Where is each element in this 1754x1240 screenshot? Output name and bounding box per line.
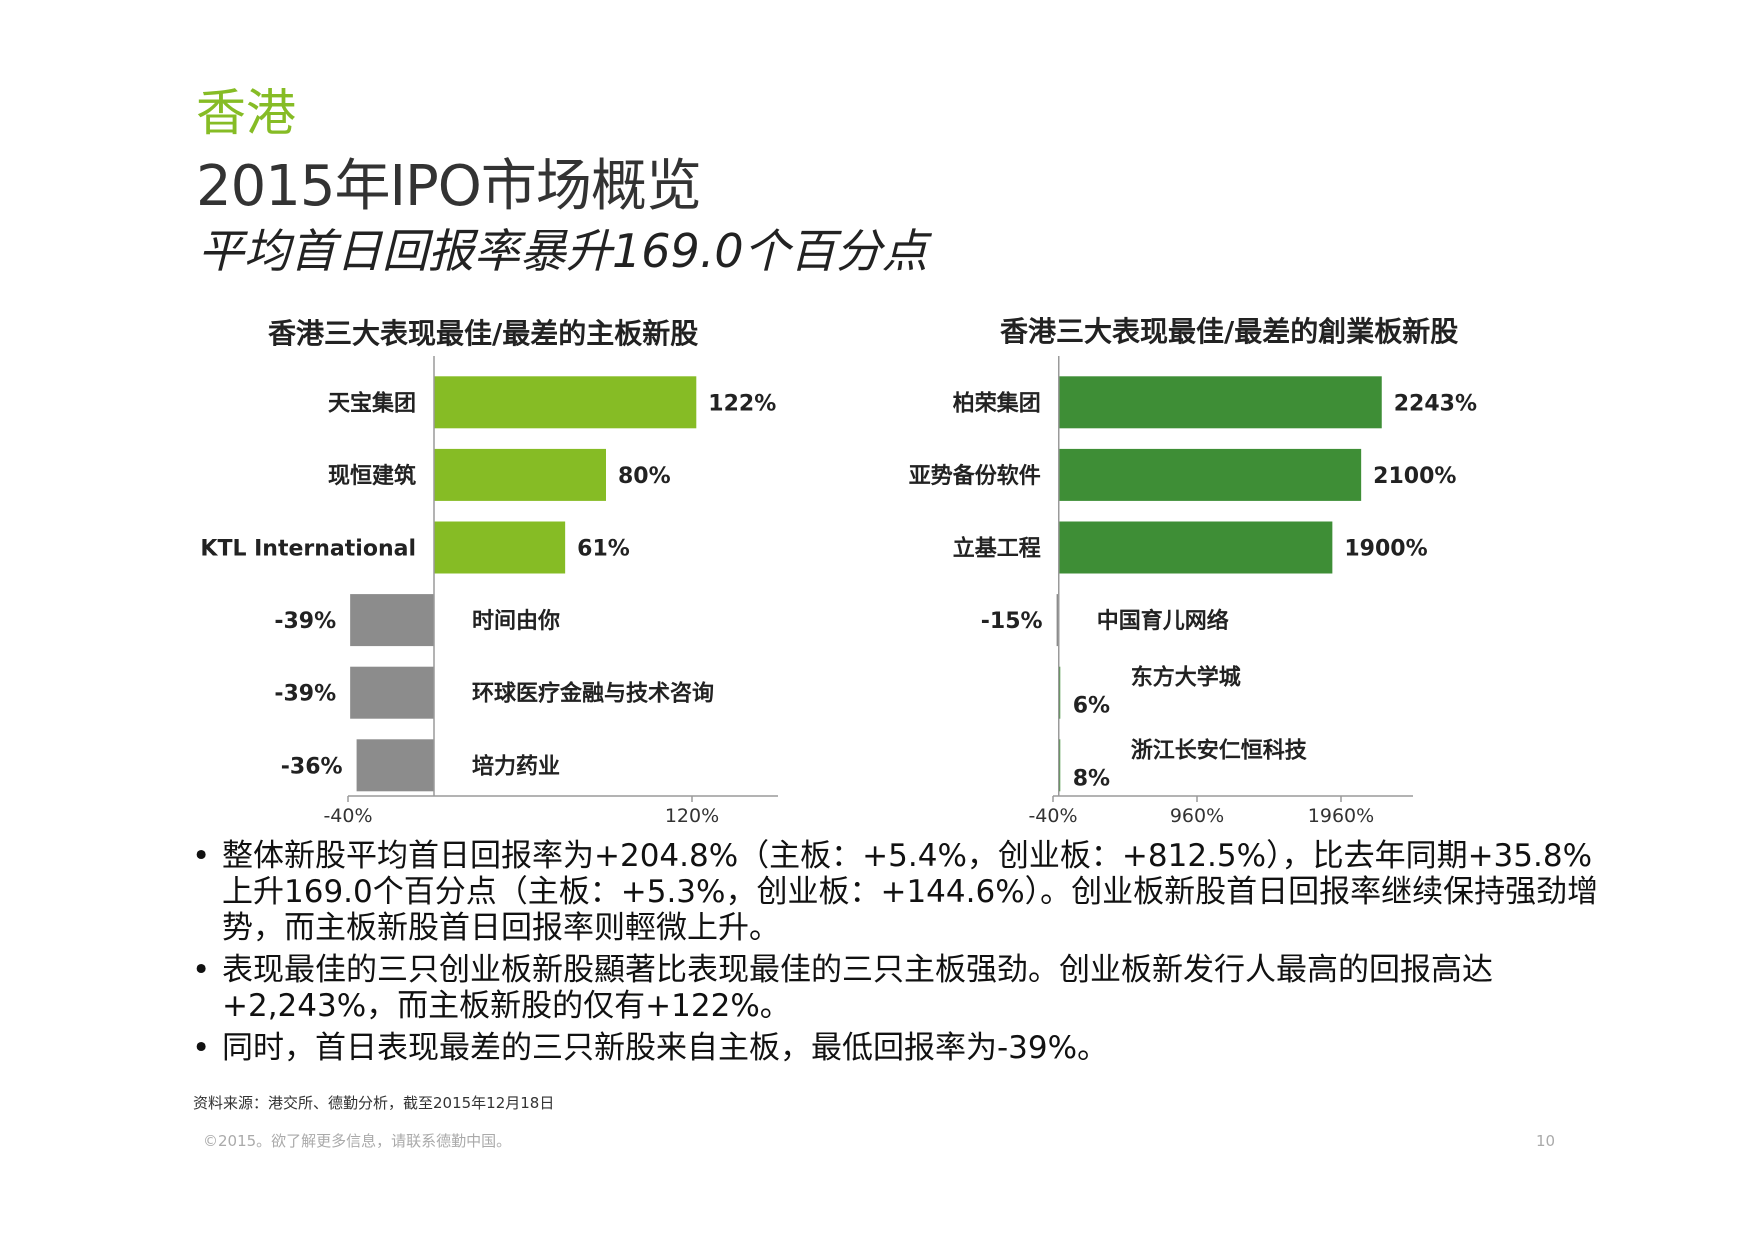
gem-bar-chart: 柏荣集团 2243% 亚势备份软件 2100% 立基工程 1900% -15% 中国育儿网络 6… xyxy=(909,356,1477,827)
bar xyxy=(1058,448,1362,501)
value-label: 2243% xyxy=(1394,391,1477,416)
page-subtitle: 平均首日回报率暴升169.0个百分点 xyxy=(198,224,928,278)
value-label: -15% xyxy=(981,609,1043,634)
category-label: KTL International xyxy=(200,537,416,562)
x-tick-label: 960% xyxy=(1170,805,1224,827)
category-label: 亚势备份软件 xyxy=(909,463,1041,489)
value-label: -36% xyxy=(281,754,343,779)
copyright-note: ©2015。欲了解更多信息，请联系德勤中国。 xyxy=(203,1132,512,1150)
main-board-bar-chart: 天宝集团 122% 现恒建筑 80% KTL International 61% -39% 时… xyxy=(200,356,778,827)
category-label: 立基工程 xyxy=(953,536,1041,562)
page-number: 10 xyxy=(1536,1132,1556,1150)
value-label: 61% xyxy=(577,537,630,562)
bar xyxy=(1058,376,1382,429)
value-label: 6% xyxy=(1073,694,1110,719)
bar xyxy=(350,594,434,647)
x-tick-label: -40% xyxy=(323,805,372,827)
gem-chart-title: 香港三大表现最佳/最差的創業板新股 xyxy=(1000,315,1459,348)
category-label: 天宝集团 xyxy=(328,390,416,416)
source-note: 资料来源：港交所、德勤分析，截至2015年12月18日 xyxy=(193,1094,555,1112)
value-label: 8% xyxy=(1073,766,1110,791)
category-label: 现恒建筑 xyxy=(328,463,416,489)
bar xyxy=(350,666,434,719)
bar xyxy=(356,739,434,792)
page-title: 2015年IPO市场概览 xyxy=(196,154,702,219)
category-label: 柏荣集团 xyxy=(953,390,1041,416)
category-label: 中国育儿网络 xyxy=(1097,608,1229,634)
category-label: 东方大学城 xyxy=(1131,665,1241,691)
bar xyxy=(1058,521,1333,574)
bar xyxy=(434,376,697,429)
main-board-chart-title: 香港三大表现最佳/最差的主板新股 xyxy=(268,317,699,350)
bullet-item: 表现最佳的三只创业板新股顯著比表现最佳的三只主板强劲。创业板新发行人最高的回报高… xyxy=(190,952,1610,1024)
bar xyxy=(434,521,566,574)
value-label: 2100% xyxy=(1373,464,1456,489)
value-label: 1900% xyxy=(1344,537,1427,562)
value-label: -39% xyxy=(274,609,336,634)
summary-bullets: 整体新股平均首日回报率为+204.8%（主板：+5.4%，创业板：+812.5%… xyxy=(190,838,1610,1072)
value-label: 122% xyxy=(708,391,776,416)
bar xyxy=(1056,594,1059,647)
category-label: 环球医疗金融与技术咨询 xyxy=(472,681,714,707)
value-label: 80% xyxy=(618,464,671,489)
value-label: -39% xyxy=(274,682,336,707)
category-label: 时间由你 xyxy=(472,609,560,634)
bar xyxy=(434,448,606,501)
bullet-item: 整体新股平均首日回报率为+204.8%（主板：+5.4%，创业板：+812.5%… xyxy=(190,838,1610,946)
x-tick-label: 120% xyxy=(665,805,719,827)
category-label: 培力药业 xyxy=(472,753,560,779)
region-heading: 香港 xyxy=(196,84,296,142)
x-tick-label: -40% xyxy=(1028,805,1077,827)
category-label: 浙江长安仁恒科技 xyxy=(1131,737,1308,763)
bullet-item: 同时，首日表现最差的三只新股来自主板，最低回报率为-39%。 xyxy=(190,1030,1610,1066)
x-tick-label: 1960% xyxy=(1308,805,1374,827)
